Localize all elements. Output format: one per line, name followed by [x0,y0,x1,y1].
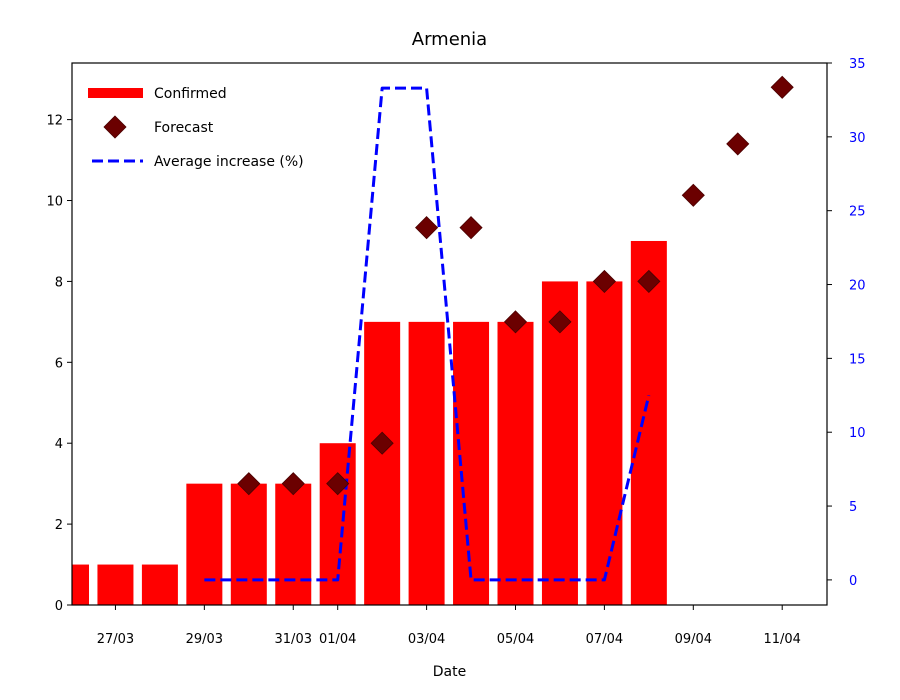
forecast-marker-03-04 [415,216,439,240]
x-tick-label: 31/03 [275,632,312,647]
x-tick-label: 01/04 [319,632,356,647]
bar-confirmed-30-03 [230,483,267,605]
bar-confirmed-03-04 [408,321,445,605]
bar-confirmed-07-04 [586,281,623,605]
x-tick-label: 09/04 [675,632,712,647]
forecast-marker-01-04 [326,472,350,496]
left-tick-label: 2 [55,518,63,533]
bar-confirmed-26-03 [72,564,89,605]
right-tick-label: 10 [849,426,866,441]
legend-label-confirmed: Confirmed [154,86,227,102]
left-tick-label: 6 [55,356,63,371]
left-y-axis: 0 2 4 6 8 10 12 [46,114,72,614]
forecast-marker-06-04 [548,310,572,334]
x-tick-label: 05/04 [497,632,534,647]
bar-confirmed-08-04 [630,240,667,605]
right-tick-label: 0 [849,574,857,589]
forecast-marker-07-04 [592,269,616,293]
left-tick-label: 0 [55,599,63,614]
bar-confirmed-02-04 [364,321,401,605]
line-average-increase [204,86,651,582]
forecast-marker-02-04 [370,431,394,455]
forecast-marker-08-04 [637,269,661,293]
bar-confirmed-05-04 [497,321,534,605]
bar-confirmed-31-03 [275,483,312,605]
markers-layer [237,75,794,496]
right-tick-label: 5 [849,500,857,515]
forecast-marker-10-04 [726,132,750,156]
bar-confirmed-28-03 [141,564,178,605]
forecast-marker-31-03 [281,472,305,496]
bar-confirmed-06-04 [541,281,578,605]
x-tick-label: 03/04 [408,632,445,647]
right-tick-label: 20 [849,279,866,294]
legend-swatch-confirmed [88,88,143,98]
forecast-marker-30-03 [237,472,261,496]
right-tick-label: 25 [849,205,866,220]
forecast-marker-09-04 [681,183,705,207]
legend-label-forecast: Forecast [154,120,214,136]
legend: Confirmed Forecast Average increase (%) [88,86,304,170]
bar-confirmed-27-03 [97,564,134,605]
left-tick-label: 12 [46,114,63,129]
right-tick-label: 30 [849,131,866,146]
forecast-marker-11-04 [770,75,794,99]
x-tick-label: 11/04 [763,632,800,647]
forecast-marker-04-04 [459,216,483,240]
x-tick-label: 07/04 [586,632,623,647]
right-tick-label: 15 [849,352,866,367]
left-tick-label: 10 [46,195,63,210]
left-tick-label: 4 [55,437,63,452]
x-axis: 27/03 29/03 31/03 01/04 03/04 05/04 07/04 09/04… [97,605,801,647]
bar-confirmed-29-03 [186,483,223,605]
bars-layer [72,240,667,605]
right-tick-label: 35 [849,57,866,72]
left-tick-label: 8 [55,275,63,290]
bar-confirmed-04-04 [453,321,490,605]
legend-label-average-increase: Average increase (%) [154,154,304,170]
x-tick-label: 27/03 [97,632,134,647]
x-tick-label: 29/03 [186,632,223,647]
plot-frame [71,62,828,606]
forecast-marker-05-04 [503,310,528,334]
legend-swatch-forecast [103,115,127,139]
line-layer [204,86,651,582]
right-y-axis: 0 5 10 15 20 25 30 35 [827,57,866,589]
chart-title: Armenia [412,29,487,50]
x-axis-title: Date [433,664,466,680]
